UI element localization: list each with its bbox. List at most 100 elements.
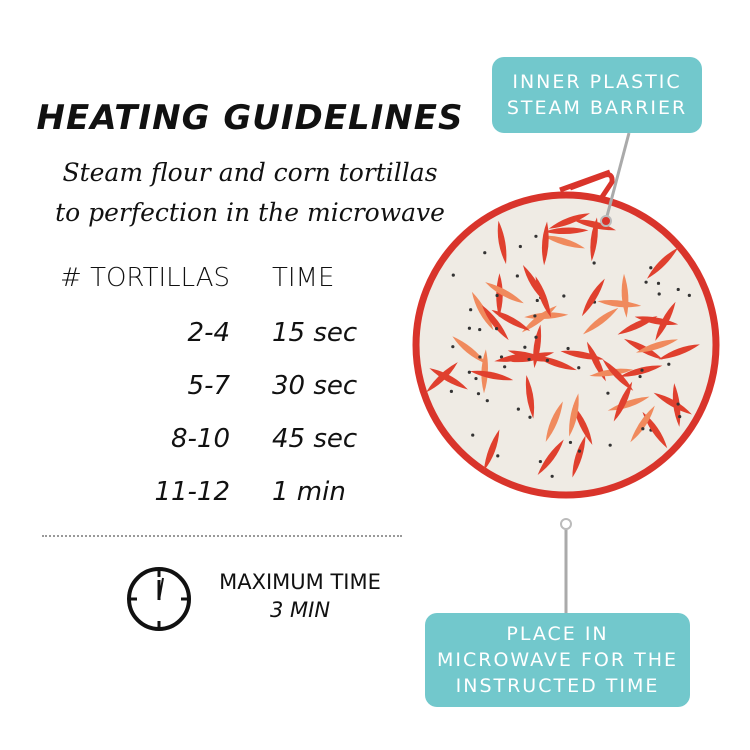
chili-mark xyxy=(642,411,668,449)
pepper-dot xyxy=(577,366,581,370)
chili-mark xyxy=(569,393,579,437)
pepper-dot xyxy=(568,440,573,445)
tortilla-warmer-illustration xyxy=(412,132,720,613)
chili-mark xyxy=(471,291,494,331)
chili-mark xyxy=(481,305,509,341)
chili-mark xyxy=(621,273,629,318)
callout-bottom-line-2: MICROWAVE FOR THE xyxy=(436,649,678,671)
chili-mark xyxy=(653,392,692,415)
pepper-dot xyxy=(528,415,532,419)
chili-mark xyxy=(590,217,598,262)
chili-mark xyxy=(545,401,563,442)
pepper-dot xyxy=(566,346,570,351)
chili-mark xyxy=(525,375,535,419)
chili-mark xyxy=(542,235,586,249)
callout-steam-barrier: INNER PLASTIC STEAM BARRIER xyxy=(492,57,702,133)
pepper-dot xyxy=(545,358,550,362)
pepper-dot xyxy=(535,298,539,303)
pepper-dot xyxy=(467,370,471,374)
chili-mark xyxy=(535,276,552,318)
divider xyxy=(42,535,402,537)
chili-mark xyxy=(535,355,577,371)
max-time-label: MAXIMUM TIME xyxy=(219,570,381,594)
row-count: 5-7 xyxy=(187,371,230,401)
header-time: TIME xyxy=(272,263,335,293)
callout-bottom-line-3: INSTRUCTED TIME xyxy=(455,675,660,697)
chili-mark xyxy=(613,381,633,422)
chili-mark xyxy=(491,309,531,331)
chili-mark xyxy=(494,353,538,362)
pepper-dot xyxy=(478,327,482,332)
pepper-dot xyxy=(638,374,642,379)
chili-mark xyxy=(655,301,676,341)
row-count: 8-10 xyxy=(170,424,230,454)
pepper-dot xyxy=(676,402,680,406)
subtitle-line-2: to perfection in the microwave xyxy=(55,198,445,227)
row-time: 45 sec xyxy=(272,424,358,454)
pepper-dot xyxy=(495,293,499,298)
pepper-dot xyxy=(516,407,520,411)
chili-mark xyxy=(537,439,564,475)
pepper-dot xyxy=(533,314,537,318)
chili-mark xyxy=(544,227,589,235)
row-count: 11-12 xyxy=(154,477,230,507)
pepper-dot xyxy=(494,327,499,331)
chili-mark xyxy=(452,336,487,364)
chili-mark xyxy=(581,278,605,317)
chili-mark xyxy=(425,362,458,393)
row-time: 30 sec xyxy=(272,371,358,401)
callout-top-line-2: STEAM BARRIER xyxy=(506,97,688,119)
pepper-dot xyxy=(499,355,504,359)
pepper-dot xyxy=(523,345,527,349)
pepper-dot xyxy=(676,287,680,292)
pepper-dot xyxy=(534,335,538,339)
page-title: HEATING GUIDELINES xyxy=(36,98,464,138)
pepper-dot xyxy=(449,389,454,393)
chili-mark xyxy=(635,339,678,353)
pepper-dot xyxy=(592,261,596,265)
clock-icon xyxy=(127,567,191,631)
chili-mark xyxy=(602,359,634,391)
chili-mark xyxy=(583,307,619,335)
callout-bottom-line-1: PLACE IN xyxy=(506,623,609,645)
max-time-value: 3 MIN xyxy=(269,598,331,622)
pepper-dot xyxy=(451,345,455,349)
pepper-dot xyxy=(483,251,487,255)
pepper-dot xyxy=(562,294,566,298)
subtitle-line-1: Steam flour and corn tortillas xyxy=(62,158,438,187)
pepper-dot xyxy=(515,274,519,278)
header-tortillas: # TORTILLAS xyxy=(60,263,230,293)
chili-mark xyxy=(429,368,468,390)
pepper-dot xyxy=(640,368,644,372)
row-time: 15 sec xyxy=(272,318,358,348)
callout-top-line-1: INNER PLASTIC xyxy=(512,71,682,93)
pepper-dot xyxy=(485,399,489,403)
pepper-dot xyxy=(467,326,472,330)
chili-mark xyxy=(470,370,514,381)
pepper-dot xyxy=(496,454,500,458)
pepper-dot xyxy=(503,365,507,369)
chili-mark xyxy=(483,429,500,471)
pepper-dot xyxy=(550,474,554,478)
chili-mark xyxy=(597,300,642,308)
pepper-dot xyxy=(474,376,478,381)
pepper-dot xyxy=(538,459,542,464)
pepper-dot xyxy=(577,449,582,453)
pepper-dot xyxy=(649,266,653,270)
row-count: 2-4 xyxy=(187,318,230,348)
pepper-dot xyxy=(667,362,671,366)
pepper-dot xyxy=(451,273,455,277)
pepper-dot xyxy=(641,427,645,431)
row-time: 1 min xyxy=(272,477,346,507)
chili-mark xyxy=(485,282,524,304)
chili-mark xyxy=(658,344,700,360)
pepper-dot xyxy=(527,357,531,361)
pepper-dot xyxy=(608,443,612,447)
chili-mark xyxy=(647,247,679,279)
chili-mark xyxy=(630,405,655,443)
pepper-dot xyxy=(518,244,522,249)
chili-mark xyxy=(573,405,593,445)
chili-mark xyxy=(572,435,586,478)
pepper-dot xyxy=(687,293,691,297)
pepper-dot xyxy=(657,292,661,296)
